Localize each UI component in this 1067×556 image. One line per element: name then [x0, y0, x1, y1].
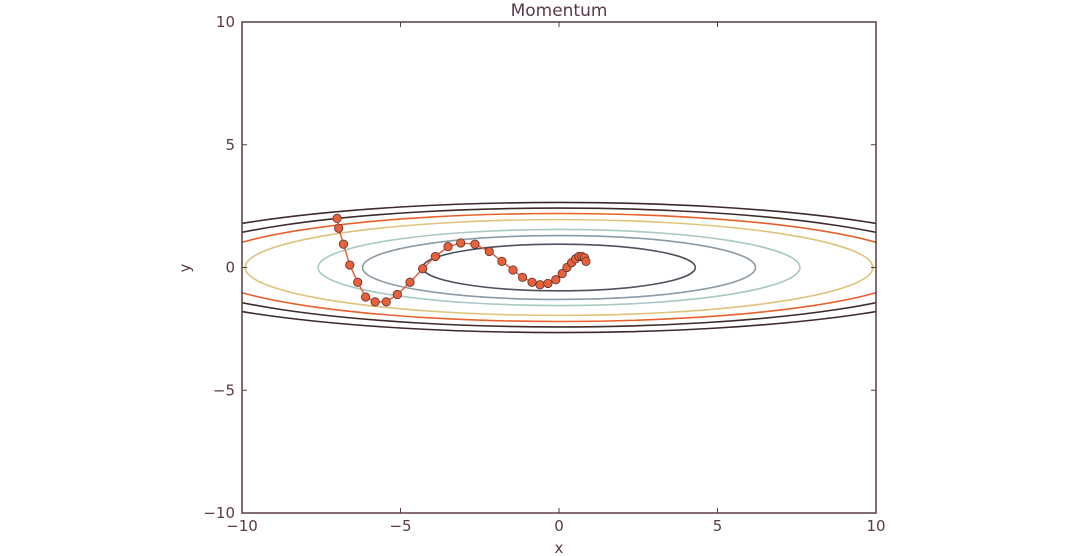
trajectory-point	[484, 246, 494, 257]
contour-line-7	[242, 201, 876, 334]
axis-ticks	[241, 21, 877, 514]
trajectory-point	[443, 242, 453, 252]
x-tick-label: 10	[866, 517, 885, 535]
x-tick-label: 0	[554, 517, 564, 535]
trajectory-line	[336, 218, 587, 303]
trajectory-point	[551, 275, 561, 285]
trajectory-point	[581, 256, 591, 266]
y-tick-label: 5	[225, 136, 235, 154]
trajectory-point	[338, 239, 349, 249]
trajectory-point	[535, 280, 545, 290]
trajectory-point	[456, 238, 466, 248]
optimizer-trajectory	[332, 213, 591, 307]
contour-line-6	[242, 207, 876, 328]
plot-frame	[241, 21, 877, 514]
x-tick-label: −10	[226, 517, 258, 535]
contour-line-3	[317, 228, 801, 307]
trajectory-point	[508, 265, 518, 275]
trajectory-point	[527, 277, 537, 287]
trajectory-point	[332, 213, 342, 223]
trajectory-point	[381, 297, 391, 307]
trajectory-point	[418, 264, 428, 274]
contour-lines	[242, 201, 876, 334]
contour-line-1	[421, 243, 697, 292]
contour-line-2	[361, 234, 757, 301]
x-tick-label: 5	[713, 517, 723, 535]
y-tick-labels: −10 −5 0 5 10	[203, 13, 235, 522]
contour-line-4	[244, 218, 874, 317]
trajectory-point	[517, 272, 528, 282]
contour-line-5	[242, 212, 876, 323]
x-tick-label: −5	[389, 517, 411, 535]
trajectory-point	[557, 269, 567, 279]
y-axis-label: y	[176, 263, 194, 272]
trajectory-point	[392, 289, 402, 300]
x-tick-labels: −10 −5 0 5 10	[226, 517, 885, 535]
trajectory-point	[353, 277, 363, 287]
trajectory-point	[543, 278, 553, 289]
trajectory-point	[361, 292, 371, 302]
y-tick-label: −5	[213, 381, 235, 399]
trajectory-point	[497, 256, 507, 266]
trajectory-point	[470, 239, 480, 249]
chart-title: Momentum	[511, 1, 608, 21]
x-axis-label: x	[555, 539, 564, 556]
trajectory-point	[370, 297, 380, 307]
trajectory-point	[334, 223, 344, 233]
y-tick-label: 0	[225, 259, 235, 277]
y-tick-label: −10	[203, 504, 235, 522]
trajectory-point	[430, 251, 440, 262]
y-tick-label: 10	[216, 13, 235, 31]
trajectory-point	[345, 260, 355, 270]
trajectory-point	[405, 277, 415, 287]
